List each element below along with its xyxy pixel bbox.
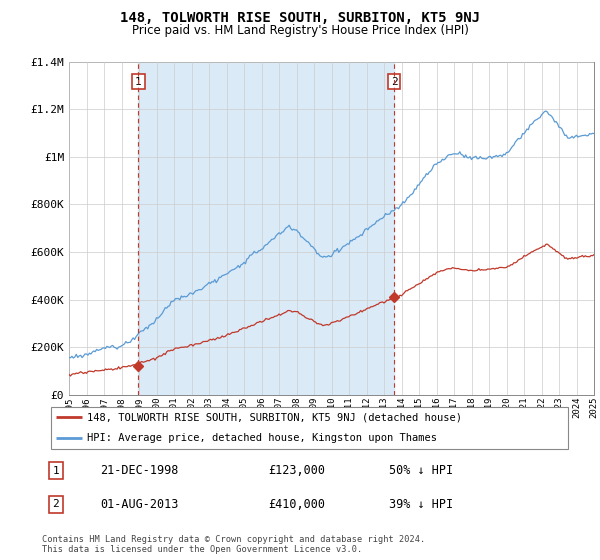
Text: 39% ↓ HPI: 39% ↓ HPI (389, 498, 454, 511)
Text: 2: 2 (53, 499, 59, 509)
Text: Contains HM Land Registry data © Crown copyright and database right 2024.
This d: Contains HM Land Registry data © Crown c… (42, 535, 425, 554)
FancyBboxPatch shape (50, 407, 568, 449)
Text: £123,000: £123,000 (269, 464, 325, 477)
Bar (139, 62, 394, 395)
Text: 148, TOLWORTH RISE SOUTH, SURBITON, KT5 9NJ (detached house): 148, TOLWORTH RISE SOUTH, SURBITON, KT5 … (88, 412, 463, 422)
Text: HPI: Average price, detached house, Kingston upon Thames: HPI: Average price, detached house, King… (88, 433, 437, 444)
Text: 21-DEC-1998: 21-DEC-1998 (101, 464, 179, 477)
Text: 50% ↓ HPI: 50% ↓ HPI (389, 464, 454, 477)
Text: 2: 2 (391, 77, 398, 87)
Text: 1: 1 (53, 466, 59, 476)
Text: 01-AUG-2013: 01-AUG-2013 (101, 498, 179, 511)
Text: 148, TOLWORTH RISE SOUTH, SURBITON, KT5 9NJ: 148, TOLWORTH RISE SOUTH, SURBITON, KT5 … (120, 11, 480, 25)
Text: 1: 1 (135, 77, 142, 87)
Text: Price paid vs. HM Land Registry's House Price Index (HPI): Price paid vs. HM Land Registry's House … (131, 24, 469, 36)
Text: £410,000: £410,000 (269, 498, 325, 511)
